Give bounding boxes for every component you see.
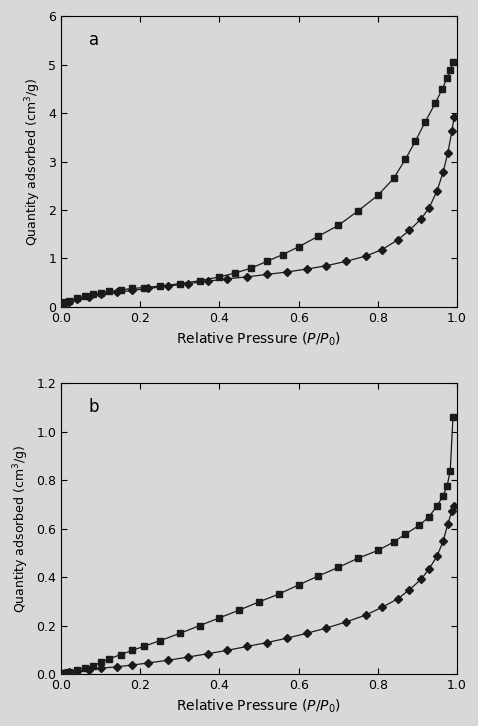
- Text: a: a: [89, 30, 99, 49]
- X-axis label: Relative Pressure ($\mathit{P/P_0}$): Relative Pressure ($\mathit{P/P_0}$): [176, 330, 342, 348]
- Y-axis label: Quantity adsorbed (cm$^3$/g): Quantity adsorbed (cm$^3$/g): [11, 444, 31, 613]
- X-axis label: Relative Pressure ($\mathit{P/P_0}$): Relative Pressure ($\mathit{P/P_0}$): [176, 698, 342, 715]
- Text: b: b: [89, 398, 99, 416]
- Y-axis label: Quantity adsorbed (cm$^3$/g): Quantity adsorbed (cm$^3$/g): [23, 78, 43, 245]
